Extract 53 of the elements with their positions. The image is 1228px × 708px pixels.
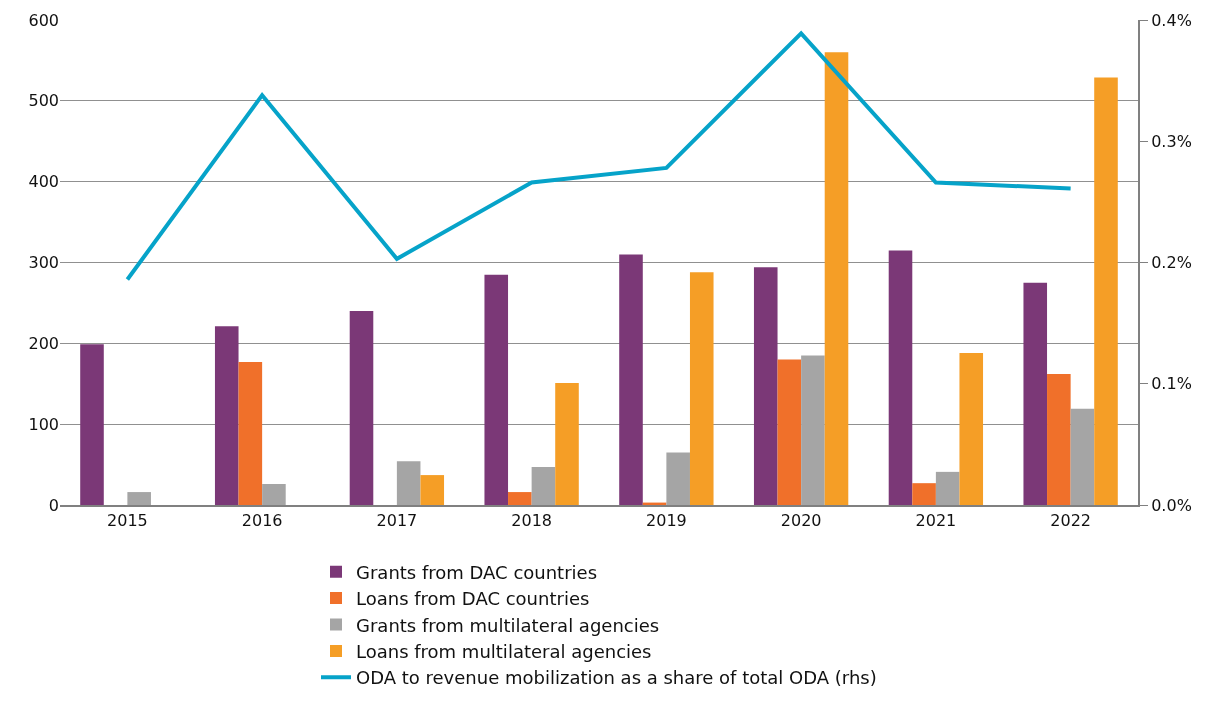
y-tick-label: 0: [48, 495, 59, 515]
bar: [1070, 408, 1095, 505]
y2-tick-label: 0.4%: [1151, 10, 1192, 30]
legend-label: Loans from DAC countries: [356, 588, 590, 610]
x-tick-label: 2018: [511, 511, 552, 531]
x-tick-label: 2019: [646, 511, 687, 531]
bar: [531, 467, 556, 505]
bar: [396, 461, 421, 505]
y-tick-label: 400: [28, 172, 59, 192]
bar: [1047, 374, 1071, 505]
x-tick-label: 2021: [915, 511, 957, 531]
bar: [484, 274, 509, 505]
bar: [1023, 282, 1048, 505]
y-tick-label: 100: [28, 414, 59, 434]
bar: [824, 52, 849, 505]
bar: [801, 355, 825, 505]
bar: [935, 471, 960, 505]
y-tick-label: 500: [28, 91, 59, 111]
x-tick-label: 2022: [1050, 511, 1091, 531]
bar: [619, 254, 643, 505]
bar: [777, 359, 802, 505]
bar: [214, 326, 239, 505]
legend-label: ODA to revenue mobilization as a share of total ODA (rhs): [356, 667, 877, 689]
bar: [508, 492, 532, 505]
y2-tick-label: 0.3%: [1151, 131, 1192, 151]
x-tick-label: 2016: [241, 511, 283, 531]
legend-label: Loans from multilateral agencies: [356, 640, 652, 662]
bar: [238, 361, 263, 505]
bar: [127, 492, 151, 505]
bar: [753, 267, 778, 505]
bar: [888, 250, 913, 505]
bar: [912, 483, 936, 505]
bar: [959, 353, 984, 505]
legend-label: Grants from DAC countries: [356, 561, 598, 583]
bar: [555, 382, 579, 505]
x-tick-label: 2015: [107, 511, 148, 531]
y2-tick-label: 0.2%: [1151, 253, 1192, 273]
legend-label: Grants from multilateral agencies: [356, 614, 660, 636]
x-tick-label: 2020: [780, 511, 822, 531]
y2-tick-label: 0.1%: [1151, 374, 1192, 394]
line-series: [125, 31, 1073, 282]
bar: [349, 311, 374, 505]
bar: [262, 483, 286, 505]
bar: [689, 272, 714, 505]
bar: [1094, 77, 1118, 505]
y2-tick-label: 0.0%: [1151, 495, 1192, 515]
bar: [666, 452, 690, 505]
bar: [80, 344, 104, 505]
bar: [420, 475, 445, 505]
x-tick-label: 2017: [376, 511, 418, 531]
y-tick-label: 300: [28, 253, 59, 273]
y-tick-label: 200: [28, 333, 59, 353]
y-tick-label: 600: [28, 10, 59, 30]
